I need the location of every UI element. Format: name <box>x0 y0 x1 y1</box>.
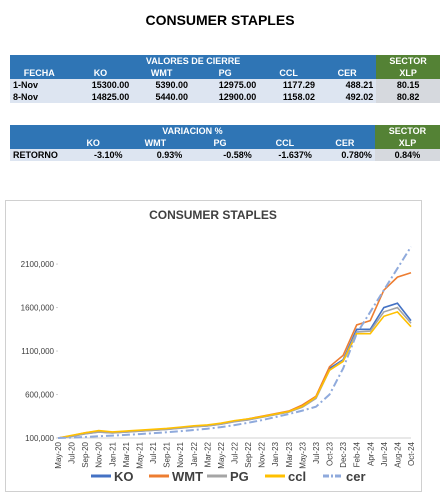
x-tick-label: Jul-22 <box>231 441 240 463</box>
cell: 80.82 <box>376 91 440 103</box>
legend-label: PG <box>230 469 249 484</box>
row: 8-Nov 14825.00 5440.00 12900.00 1158.02 492.0… <box>10 91 440 103</box>
header-cell: KO <box>60 137 126 149</box>
x-tick-label: Jan-22 <box>190 441 199 466</box>
header-cell: CER <box>314 137 375 149</box>
header-cell: WMT <box>125 137 186 149</box>
header-cell: CCL <box>259 67 318 79</box>
cell: 1177.29 <box>259 79 318 91</box>
x-tick-label: Jul-21 <box>149 441 158 463</box>
x-tick-label: Sep-21 <box>163 441 172 467</box>
legend-label: ccl <box>288 469 306 484</box>
header-cell: CCL <box>254 137 315 149</box>
y-tick-label: 1100,000 <box>21 347 54 356</box>
cell: -1.637% <box>254 149 315 161</box>
cell: 1158.02 <box>259 91 318 103</box>
cell: 12975.00 <box>191 79 260 91</box>
x-tick-label: Mar-21 <box>122 441 131 467</box>
x-tick-label: Jan-23 <box>271 441 280 466</box>
series-line <box>57 272 412 439</box>
cell: 1-Nov <box>10 79 69 91</box>
header-cell: FECHA <box>10 67 69 79</box>
y-tick-label: 2100,000 <box>21 260 55 269</box>
cell: -3.10% <box>60 149 126 161</box>
sector-header: SECTOR <box>376 55 440 67</box>
cell: RETORNO <box>10 149 61 161</box>
row: 1-Nov 15300.00 5390.00 12975.00 1177.29 488.2… <box>10 79 440 91</box>
x-tick-label: Sep-20 <box>81 441 90 467</box>
header-cell: CER <box>317 67 377 79</box>
x-tick-label: May-22 <box>217 441 226 468</box>
x-tick-label: Mar-23 <box>285 441 294 467</box>
x-tick-label: May-23 <box>298 441 307 468</box>
x-tick-label: May-21 <box>135 441 144 468</box>
header-cell: XLP <box>376 67 440 79</box>
cell: -0.58% <box>185 149 255 161</box>
header-cell: PG <box>185 137 255 149</box>
header-cell <box>10 137 61 149</box>
cell: 5390.00 <box>132 79 192 91</box>
series-line <box>57 246 412 439</box>
header-cell: WMT <box>132 67 192 79</box>
cell: 14825.00 <box>68 91 133 103</box>
x-tick-label: Mar-22 <box>203 441 212 467</box>
x-tick-label: Apr-24 <box>366 441 375 466</box>
chart: CONSUMER STAPLES 100,000 600,000 1100,000 1… <box>21 208 416 484</box>
x-tick-label: Jun-24 <box>380 441 389 466</box>
header-cell: KO <box>68 67 133 79</box>
x-tick-label: Jul-23 <box>312 441 321 463</box>
legend-label: KO <box>114 469 134 484</box>
cell: 488.21 <box>317 79 377 91</box>
cell: 492.02 <box>317 91 377 103</box>
y-tick-label: 100,000 <box>25 434 54 443</box>
group-header: VALORES DE CIERRE <box>10 55 377 67</box>
chart-box: CONSUMER STAPLES 100,000 600,000 1100,000 1… <box>5 200 422 492</box>
series-line <box>57 306 412 439</box>
x-tick-label: Oct-24 <box>407 441 416 466</box>
cell: 80.15 <box>376 79 440 91</box>
cell: 0.93% <box>125 149 186 161</box>
cell: 0.780% <box>314 149 375 161</box>
variation-table: VARIACION % SECTOR KO WMT PG CCL CER XLP RETOR… <box>10 125 440 171</box>
header-cell: PG <box>191 67 260 79</box>
x-tick-label: Dec-23 <box>339 441 348 467</box>
x-tick-label: Oct-23 <box>326 441 335 466</box>
x-tick-label: May-20 <box>54 441 63 468</box>
closing-table: VALORES DE CIERRE SECTOR FECHA KO WMT PG CCL C… <box>10 55 440 113</box>
chart-title: CONSUMER STAPLES <box>149 208 277 222</box>
x-tick-label: Aug-24 <box>393 441 402 467</box>
legend-label: cer <box>346 469 366 484</box>
y-tick-label: 1600,000 <box>21 304 55 313</box>
legend-label: WMT <box>172 469 203 484</box>
cell: 12900.00 <box>191 91 260 103</box>
series-line <box>57 310 412 439</box>
group-header: VARIACION % <box>10 125 375 137</box>
cell: 15300.00 <box>68 79 133 91</box>
x-tick-label: Nov-21 <box>176 441 185 467</box>
y-tick-label: 600,000 <box>25 391 54 400</box>
x-tick-label: Nov-22 <box>258 441 267 467</box>
x-tick-label: Sep-22 <box>244 441 253 467</box>
row: RETORNO -3.10% 0.93% -0.58% -1.637% 0.780% 0.8… <box>10 149 440 161</box>
sector-header: SECTOR <box>374 125 440 137</box>
series-line <box>57 302 412 439</box>
x-tick-label: Jul-20 <box>68 441 77 463</box>
x-tick-label: Jan-21 <box>108 441 117 466</box>
cell: 5440.00 <box>132 91 192 103</box>
x-tick-label: Feb-24 <box>353 441 362 467</box>
header-cell: XLP <box>374 137 440 149</box>
cell: 8-Nov <box>10 91 69 103</box>
page-title: CONSUMER STAPLES <box>145 12 295 28</box>
x-tick-label: Nov-20 <box>95 441 104 467</box>
cell: 0.84% <box>374 149 440 161</box>
